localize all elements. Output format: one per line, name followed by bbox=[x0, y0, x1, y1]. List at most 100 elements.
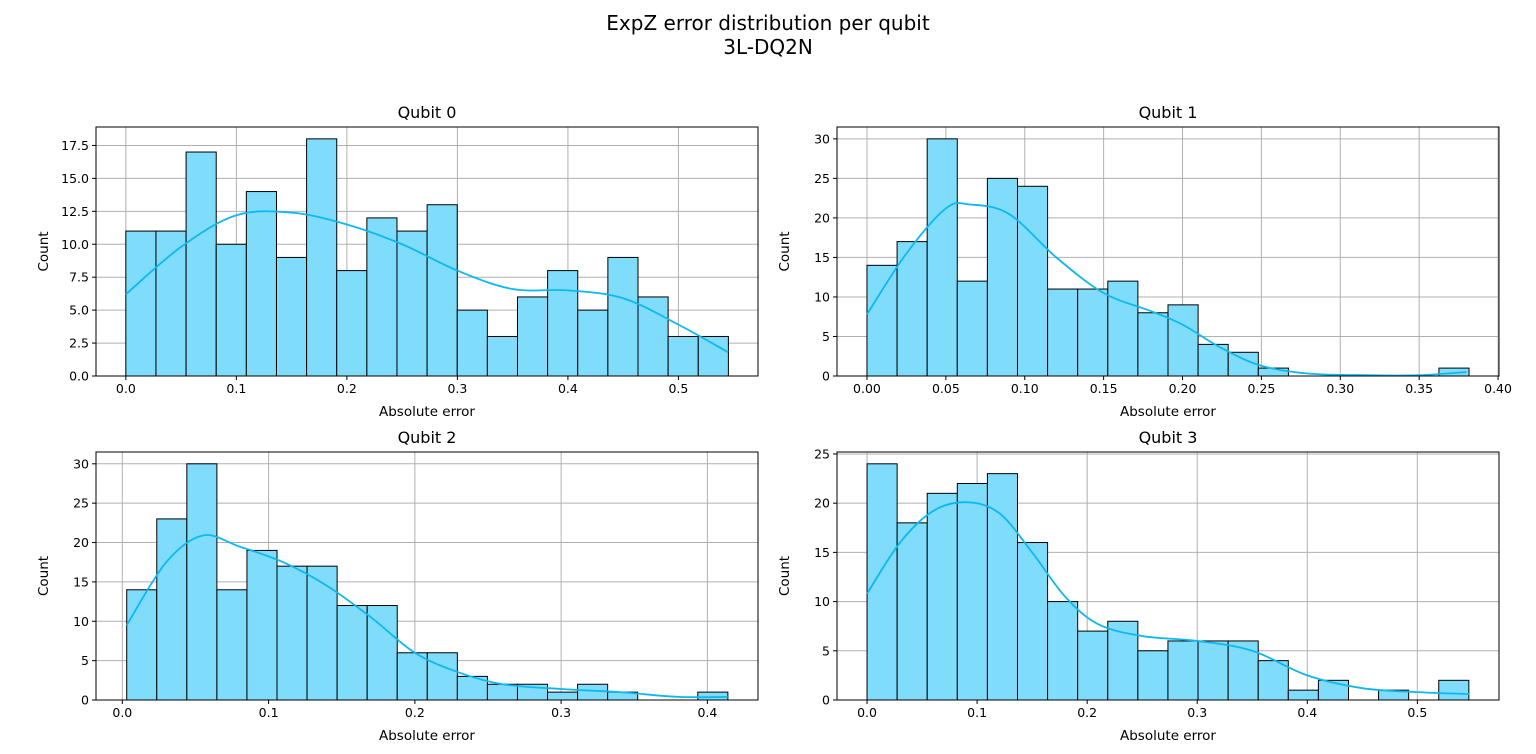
y-tick-label: 15 bbox=[814, 250, 830, 265]
histogram-bar bbox=[956, 482, 988, 701]
axes-frame bbox=[836, 451, 1500, 701]
x-axis-label: Absolute error bbox=[1120, 728, 1216, 744]
histogram-bar bbox=[126, 589, 158, 701]
histogram-bar bbox=[1047, 288, 1079, 377]
histogram-bar bbox=[986, 177, 1018, 377]
panel-title: Qubit 1 bbox=[1139, 103, 1198, 122]
kde-curve bbox=[125, 534, 728, 699]
y-axis-label: Count bbox=[777, 556, 793, 596]
x-tick-label: 0.3 bbox=[551, 705, 571, 720]
histogram-bar bbox=[486, 335, 518, 377]
x-tick-label: 0.40 bbox=[1484, 381, 1512, 396]
histogram-bar bbox=[516, 296, 549, 377]
histogram-bar bbox=[577, 309, 609, 377]
histogram-bar bbox=[926, 138, 958, 377]
histogram-bar bbox=[866, 463, 898, 701]
histogram-bar bbox=[306, 138, 338, 377]
x-tick-label: 0.00 bbox=[853, 381, 881, 396]
y-tick-label: 5 bbox=[81, 653, 89, 668]
histogram-bar bbox=[1227, 351, 1259, 377]
histogram-bar bbox=[637, 296, 669, 377]
kde-curve bbox=[866, 202, 1467, 377]
histogram-bar bbox=[276, 565, 308, 701]
histogram-bar bbox=[1077, 630, 1109, 701]
histogram-bar bbox=[216, 589, 248, 701]
y-tick-label: 7.5 bbox=[69, 270, 89, 285]
y-tick-label: 0 bbox=[81, 693, 89, 708]
x-tick-label: 0.15 bbox=[1090, 381, 1118, 396]
y-tick-label: 30 bbox=[73, 456, 89, 471]
x-axis-label: Absolute error bbox=[379, 404, 475, 420]
panel-qubit-0: 0.0 0.1 0.2 0.3 0.4 0.5 0.0 2.5 5.0 7.5 10.0 12.5 15… bbox=[36, 103, 759, 420]
x-tick-label: 0.10 bbox=[1011, 381, 1039, 396]
x-tick-label: 0.30 bbox=[1326, 381, 1354, 396]
y-tick-label: 10 bbox=[814, 289, 830, 304]
histogram-bar bbox=[245, 191, 277, 377]
y-tick-label: 10 bbox=[814, 594, 830, 609]
histogram-bar bbox=[396, 230, 428, 377]
histogram-bar bbox=[125, 230, 157, 377]
x-tick-label: 0.2 bbox=[337, 381, 357, 396]
y-tick-label: 25 bbox=[73, 496, 89, 511]
histogram-bar bbox=[1167, 640, 1199, 701]
x-tick-label: 0.35 bbox=[1405, 381, 1433, 396]
histogram-bar bbox=[547, 270, 579, 377]
histogram-bar bbox=[246, 549, 278, 701]
histogram-bar bbox=[336, 605, 368, 701]
histogram-bar bbox=[366, 605, 398, 701]
histogram-bar bbox=[1047, 601, 1079, 701]
y-tick-label: 20 bbox=[814, 210, 830, 225]
x-tick-label: 0.5 bbox=[1407, 705, 1427, 720]
y-tick-label: 25 bbox=[814, 171, 830, 186]
x-tick-label: 0.25 bbox=[1247, 381, 1275, 396]
histogram-bar bbox=[456, 309, 488, 377]
x-tick-label: 0.2 bbox=[405, 705, 425, 720]
histogram-bar bbox=[306, 565, 338, 701]
panel-qubit-3: 0.0 0.1 0.2 0.3 0.4 0.5 0 5 10 15 20 25 Qubit 3 Absol… bbox=[777, 428, 1500, 744]
x-axis-label: Absolute error bbox=[1120, 404, 1216, 420]
histogram-bar bbox=[896, 522, 928, 701]
x-tick-label: 0.0 bbox=[116, 381, 136, 396]
x-tick-label: 0.5 bbox=[668, 381, 688, 396]
kde-curve bbox=[125, 210, 729, 354]
y-tick-label: 0 bbox=[822, 693, 830, 708]
x-tick-label: 0.0 bbox=[857, 705, 877, 720]
histogram-bar bbox=[607, 256, 639, 377]
y-tick-label: 5.0 bbox=[69, 303, 89, 318]
y-axis-label: Count bbox=[36, 231, 52, 271]
y-tick-label: 15 bbox=[73, 574, 89, 589]
histogram-bar bbox=[1257, 660, 1289, 701]
histogram-bar bbox=[1137, 312, 1169, 377]
histogram-bar bbox=[1197, 640, 1229, 701]
x-tick-label: 0.3 bbox=[1187, 705, 1207, 720]
x-tick-label: 0.2 bbox=[1077, 705, 1097, 720]
y-tick-label: 20 bbox=[814, 496, 830, 511]
y-tick-label: 25 bbox=[814, 446, 830, 461]
histogram-bar bbox=[577, 683, 609, 701]
x-tick-label: 0.1 bbox=[259, 705, 279, 720]
x-tick-label: 0.05 bbox=[932, 381, 960, 396]
y-tick-label: 2.5 bbox=[69, 336, 89, 351]
histogram-bar bbox=[396, 652, 428, 701]
panel-qubit-1: 0.00 0.05 0.10 0.15 0.20 0.25 0.30 0.35 0.40 0 5 10… bbox=[777, 103, 1512, 420]
histogram-bar bbox=[1107, 620, 1139, 701]
histogram-bar bbox=[866, 264, 898, 377]
y-tick-label: 0 bbox=[822, 369, 830, 384]
y-tick-label: 10.0 bbox=[61, 237, 89, 252]
histogram-bar bbox=[186, 463, 218, 701]
histogram-bar bbox=[667, 335, 699, 377]
histogram-bar bbox=[1077, 288, 1109, 377]
y-tick-label: 12.5 bbox=[61, 204, 89, 219]
figure-subtitle: 3L-DQ2N bbox=[723, 35, 813, 59]
y-tick-label: 15.0 bbox=[61, 171, 89, 186]
panel-qubit-2: 0.0 0.1 0.2 0.3 0.4 0 5 10 15 20 25 30 Qubit 2 Absolu… bbox=[36, 428, 759, 744]
histogram-bar bbox=[697, 335, 729, 377]
histogram-bar bbox=[1167, 304, 1199, 377]
x-tick-label: 0.3 bbox=[447, 381, 467, 396]
histogram-bar bbox=[1016, 185, 1049, 377]
histogram-bar bbox=[926, 492, 958, 701]
y-tick-label: 17.5 bbox=[61, 138, 89, 153]
histogram-bar bbox=[1227, 640, 1259, 701]
x-tick-label: 0.4 bbox=[558, 381, 578, 396]
histogram-bar bbox=[275, 256, 308, 377]
